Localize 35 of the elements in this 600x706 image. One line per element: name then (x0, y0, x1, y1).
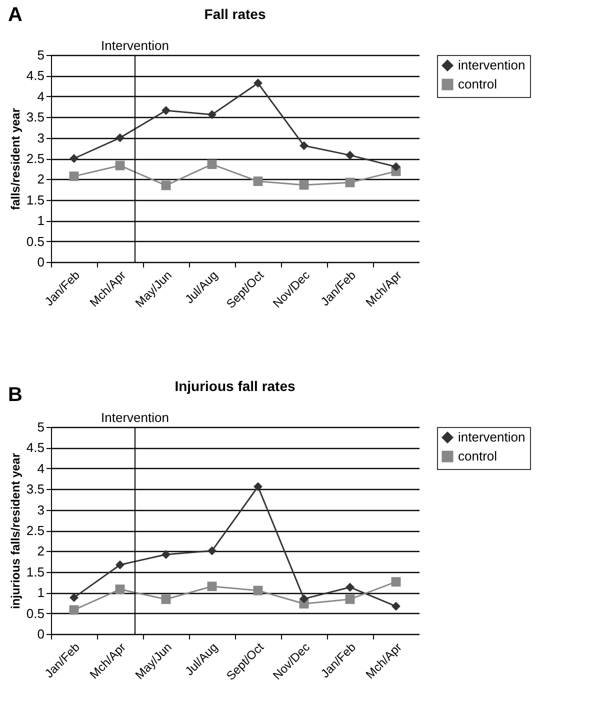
legend-label: intervention (458, 58, 526, 72)
y-tick-label: 3.5 (26, 110, 44, 125)
y-tick-label: 1.5 (26, 192, 44, 208)
point (253, 176, 263, 186)
ref-line-label: Intervention (101, 38, 169, 53)
y-tick-label: 1.5 (26, 564, 44, 580)
y-tick-label: 2 (37, 544, 44, 559)
legend-label: control (458, 76, 498, 92)
y-tick-label: 3 (37, 130, 44, 146)
text: B (8, 384, 22, 407)
y-tick-label: 3 (37, 502, 44, 518)
y-tick-label: 5 (37, 48, 44, 62)
y-tick-label: 2.5 (26, 523, 44, 538)
y-tick-label: 0 (37, 254, 44, 270)
y-tick-label: 2.5 (26, 151, 44, 166)
chart-title: Fall rates (204, 6, 266, 22)
y-tick-label: 1 (37, 585, 44, 600)
legend-label: intervention (458, 430, 526, 444)
y-tick-label: 2 (37, 172, 44, 187)
y-tick-label: 0 (37, 626, 44, 642)
y-tick-label: 4.5 (26, 68, 44, 84)
ref-line-label: Intervention (101, 410, 169, 425)
chart-title: Injurious fall rates (174, 378, 296, 394)
y-axis-title: falls/resident year (8, 108, 22, 210)
y-axis-title: injurious falls/resident year (8, 452, 22, 610)
y-tick-label: 4.5 (26, 440, 44, 456)
y-tick-label: 0.5 (26, 234, 44, 249)
y-tick-label: 5 (37, 420, 44, 434)
y-tick-label: 0.5 (26, 606, 44, 621)
y-tick-label: 4 (37, 460, 44, 476)
text: A (8, 4, 22, 27)
legend-label: control (458, 448, 498, 464)
y-tick-label: 4 (37, 88, 44, 104)
y-tick-label: 3.5 (26, 482, 44, 497)
y-tick-label: 1 (37, 213, 44, 228)
